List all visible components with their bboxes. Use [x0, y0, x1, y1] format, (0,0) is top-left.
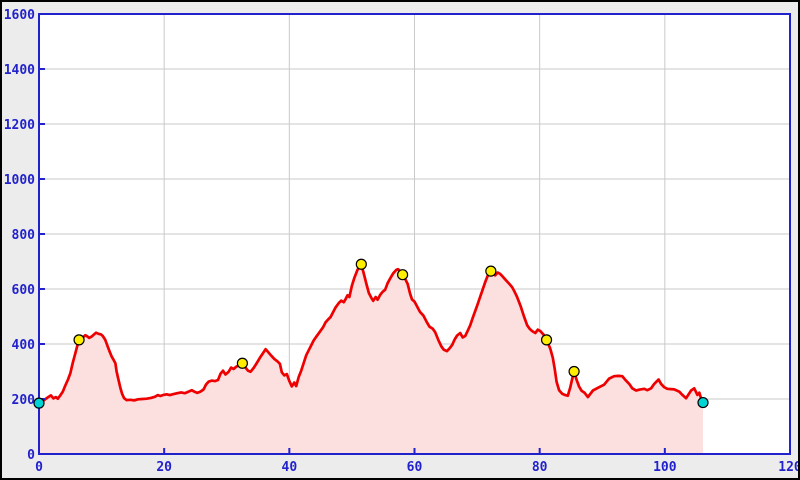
y-axis-tick-label: 1200 — [4, 118, 35, 133]
x-axis-tick-label: 0 — [35, 460, 43, 475]
route-endpoint-marker — [33, 397, 45, 409]
y-axis-tick-label: 0 — [27, 448, 35, 463]
x-axis-tick-label: 20 — [156, 460, 172, 475]
peak-marker — [568, 365, 580, 378]
peak-marker — [397, 269, 409, 281]
x-axis-tick-label: 80 — [532, 460, 548, 475]
y-axis-tick-label: 1400 — [4, 63, 35, 78]
y-axis-tick-label: 1000 — [4, 173, 35, 188]
peak-marker — [355, 258, 367, 270]
y-axis-tick-label: 600 — [12, 283, 36, 298]
y-axis-tick-label: 1600 — [4, 8, 35, 23]
peak-marker — [540, 334, 553, 346]
elevation-line — [37, 262, 705, 405]
x-axis-tick-label: 120 — [778, 460, 798, 475]
elevation-area-fill — [39, 264, 703, 454]
y-axis-tick-label: 400 — [12, 338, 36, 353]
peak-marker — [236, 357, 248, 369]
y-axis-tick-label: 800 — [12, 228, 36, 243]
x-axis-tick-label: 60 — [407, 460, 423, 475]
x-axis-tick-label: 100 — [653, 460, 677, 475]
route-endpoint-marker — [697, 396, 709, 409]
x-axis-tick-label: 40 — [282, 460, 298, 475]
peak-marker — [73, 334, 85, 346]
y-axis-tick-label: 200 — [12, 393, 36, 408]
peak-marker — [485, 265, 497, 277]
